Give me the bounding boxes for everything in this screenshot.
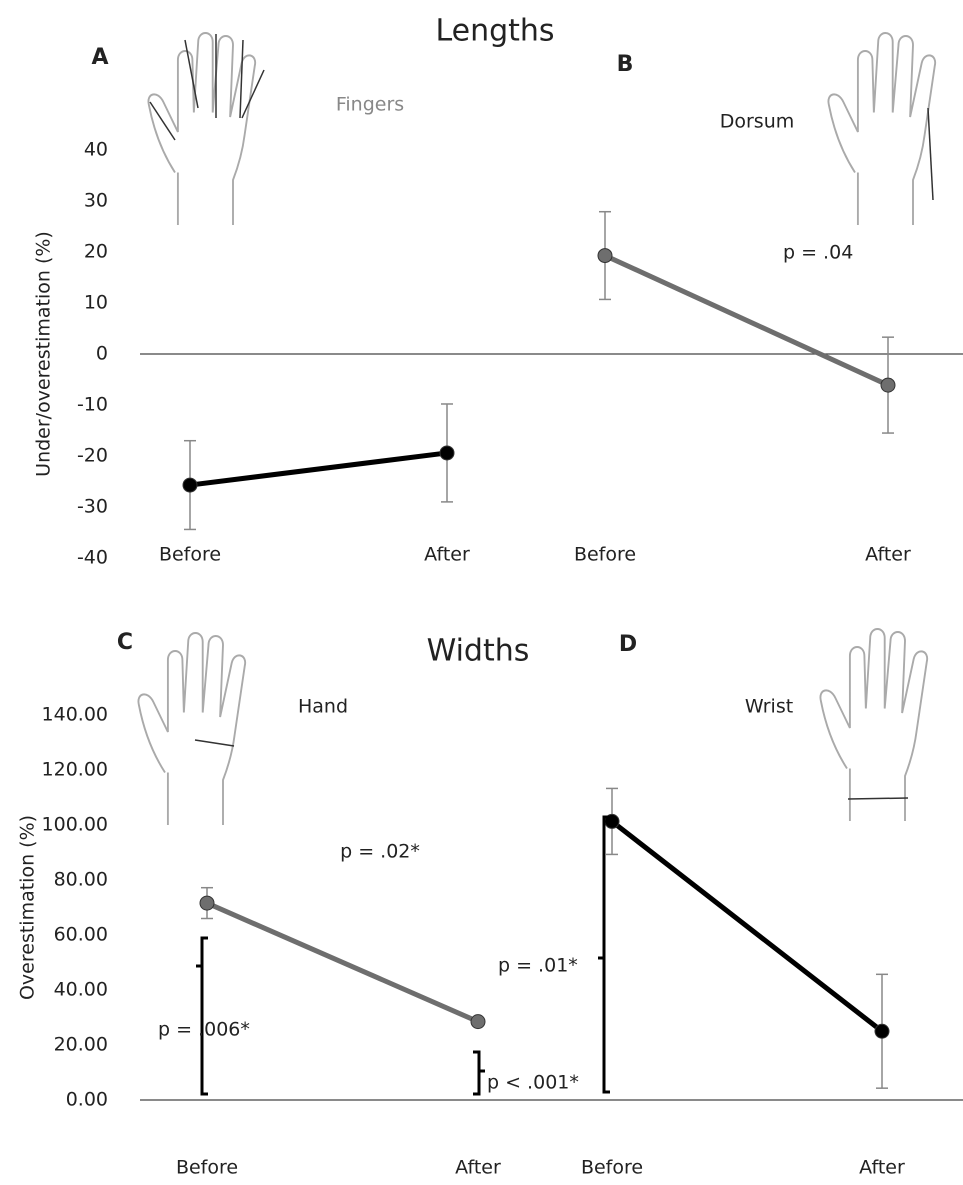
y-tick-label: 30: [84, 190, 108, 212]
significance-bracket: [598, 815, 610, 1094]
data-point: [470, 1014, 486, 1030]
hand-icon: [137, 32, 937, 826]
annotation: p = .04: [783, 242, 853, 264]
panel-label: Hand: [298, 696, 348, 718]
x-tick-label: After: [859, 1157, 905, 1179]
panel-label: Wrist: [745, 696, 793, 718]
y-tick-label: 80.00: [54, 869, 108, 891]
x-tick-label: Before: [581, 1157, 643, 1179]
x-tick-label: Before: [574, 544, 636, 566]
annotation: p = .02*: [340, 841, 420, 863]
x-tick-label: Before: [159, 544, 221, 566]
y-tick-label: 40.00: [54, 979, 108, 1001]
x-tick-label: After: [424, 544, 470, 566]
measure-line: [149, 34, 934, 800]
y-tick-label: -30: [77, 496, 108, 518]
x-tick-label: After: [455, 1157, 501, 1179]
x-tick-label: Before: [176, 1157, 238, 1179]
panel-letter: B: [617, 52, 634, 77]
y-tick-label: 60.00: [54, 924, 108, 946]
y-tick-label: 20: [84, 241, 108, 263]
x-tick-label: After: [865, 544, 911, 566]
series-line: [205, 900, 480, 1024]
y-tick-label: 100.00: [42, 814, 108, 836]
panel-letter: C: [117, 630, 133, 655]
data-point: [874, 1023, 890, 1039]
panel-letter: A: [91, 45, 108, 70]
annotation: p < .001*: [487, 1072, 579, 1094]
y-axis-label: Overestimation (%): [17, 815, 39, 1000]
data-point: [439, 445, 455, 461]
panel-label: Fingers: [336, 94, 404, 116]
panel-letter: D: [619, 632, 637, 657]
y-tick-label: 20.00: [54, 1034, 108, 1056]
data-point: [199, 895, 215, 911]
y-tick-label: 0: [96, 343, 108, 365]
chart-title: Widths: [427, 634, 530, 669]
y-tick-label: -40: [77, 547, 108, 569]
series-line: [603, 253, 890, 388]
y-tick-label: 40: [84, 139, 108, 161]
y-axis-label: Under/overestimation (%): [33, 231, 55, 477]
significance-bracket: [196, 936, 208, 1096]
series-line: [189, 450, 448, 488]
y-tick-label: -10: [77, 394, 108, 416]
data-point: [880, 377, 896, 393]
y-tick-label: -20: [77, 445, 108, 467]
data-point: [182, 477, 198, 493]
series-line: [610, 819, 884, 1034]
y-tick-label: 140.00: [42, 704, 108, 726]
panel-label: Dorsum: [720, 111, 795, 133]
y-tick-label: 0.00: [66, 1089, 108, 1111]
y-tick-label: 120.00: [42, 759, 108, 781]
chart-title: Lengths: [435, 14, 554, 49]
annotation: p = .006*: [158, 1019, 250, 1041]
annotation: p = .01*: [498, 955, 578, 977]
significance-bracket: [473, 1050, 485, 1096]
y-tick-label: 10: [84, 292, 108, 314]
data-point: [597, 248, 613, 264]
